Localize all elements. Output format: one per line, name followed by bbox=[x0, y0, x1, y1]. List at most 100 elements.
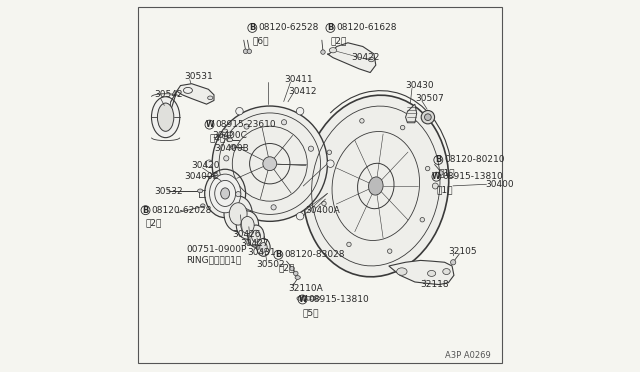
Ellipse shape bbox=[257, 238, 270, 256]
Ellipse shape bbox=[369, 57, 374, 62]
Ellipse shape bbox=[236, 211, 259, 239]
Text: B: B bbox=[249, 23, 255, 32]
Circle shape bbox=[282, 120, 287, 125]
Ellipse shape bbox=[248, 225, 264, 247]
Text: 2）: 2） bbox=[330, 36, 347, 45]
Circle shape bbox=[360, 119, 364, 123]
Circle shape bbox=[322, 201, 326, 206]
Text: 32118: 32118 bbox=[420, 280, 449, 289]
Text: 30531: 30531 bbox=[184, 72, 213, 81]
Text: W: W bbox=[298, 295, 307, 304]
Ellipse shape bbox=[321, 50, 325, 54]
Text: 00751-0900P
RINGリング（1）: 00751-0900P RINGリング（1） bbox=[186, 245, 246, 264]
Text: 2）: 2） bbox=[278, 263, 294, 272]
Circle shape bbox=[426, 166, 430, 171]
Circle shape bbox=[271, 205, 276, 210]
Text: 08120-80210: 08120-80210 bbox=[444, 155, 504, 164]
Ellipse shape bbox=[227, 137, 231, 142]
Text: B: B bbox=[275, 250, 282, 259]
Circle shape bbox=[401, 125, 405, 130]
Polygon shape bbox=[177, 84, 214, 104]
Circle shape bbox=[326, 160, 334, 167]
Circle shape bbox=[205, 160, 213, 167]
Ellipse shape bbox=[223, 135, 228, 139]
Ellipse shape bbox=[200, 204, 205, 208]
Text: B: B bbox=[435, 155, 442, 164]
Ellipse shape bbox=[252, 230, 260, 242]
Text: 1）: 1） bbox=[438, 169, 455, 177]
Text: 30422: 30422 bbox=[351, 53, 380, 62]
Text: 30400B: 30400B bbox=[214, 144, 249, 153]
Circle shape bbox=[236, 192, 241, 197]
Ellipse shape bbox=[157, 103, 174, 131]
Ellipse shape bbox=[290, 266, 294, 271]
Ellipse shape bbox=[152, 97, 180, 138]
Ellipse shape bbox=[207, 96, 213, 100]
Text: 08915-23610: 08915-23610 bbox=[215, 120, 276, 129]
Ellipse shape bbox=[369, 177, 383, 195]
Text: 08915-13810: 08915-13810 bbox=[308, 295, 369, 304]
Polygon shape bbox=[328, 43, 376, 73]
Text: 30532: 30532 bbox=[154, 187, 183, 196]
Ellipse shape bbox=[433, 183, 438, 189]
Circle shape bbox=[347, 242, 351, 247]
Circle shape bbox=[244, 124, 249, 129]
Ellipse shape bbox=[451, 260, 456, 265]
Text: 6）: 6） bbox=[252, 36, 269, 45]
Text: 32105: 32105 bbox=[449, 247, 477, 256]
Ellipse shape bbox=[247, 49, 252, 54]
Ellipse shape bbox=[295, 276, 300, 279]
Circle shape bbox=[327, 150, 332, 154]
Text: B: B bbox=[327, 23, 333, 32]
Ellipse shape bbox=[227, 138, 232, 142]
Ellipse shape bbox=[260, 243, 267, 252]
Ellipse shape bbox=[224, 196, 252, 232]
Text: 30411: 30411 bbox=[285, 76, 314, 84]
Text: 08120-62028: 08120-62028 bbox=[151, 206, 211, 215]
Text: 32110A: 32110A bbox=[289, 284, 323, 293]
Text: 08120-61628: 08120-61628 bbox=[336, 23, 397, 32]
Ellipse shape bbox=[230, 145, 235, 149]
Ellipse shape bbox=[223, 129, 228, 133]
Circle shape bbox=[236, 108, 243, 115]
Ellipse shape bbox=[297, 296, 302, 300]
Circle shape bbox=[212, 106, 328, 221]
Ellipse shape bbox=[443, 269, 450, 275]
Ellipse shape bbox=[214, 173, 218, 178]
Circle shape bbox=[224, 156, 229, 161]
Ellipse shape bbox=[438, 171, 443, 175]
Text: 30420: 30420 bbox=[191, 161, 220, 170]
Circle shape bbox=[420, 218, 424, 222]
Text: 1）: 1） bbox=[436, 185, 453, 194]
Text: 30502: 30502 bbox=[257, 260, 285, 269]
Text: 30427: 30427 bbox=[240, 239, 269, 248]
Ellipse shape bbox=[243, 49, 248, 54]
Polygon shape bbox=[389, 260, 454, 285]
Ellipse shape bbox=[198, 189, 203, 193]
Circle shape bbox=[296, 108, 304, 115]
Ellipse shape bbox=[209, 174, 241, 213]
Text: 30412: 30412 bbox=[289, 87, 317, 96]
Circle shape bbox=[296, 212, 304, 220]
Text: 5）: 5） bbox=[303, 308, 319, 317]
Circle shape bbox=[308, 146, 314, 151]
Ellipse shape bbox=[315, 296, 320, 300]
Circle shape bbox=[236, 212, 243, 220]
Text: 30430: 30430 bbox=[406, 81, 434, 90]
Ellipse shape bbox=[301, 296, 307, 300]
Ellipse shape bbox=[303, 95, 449, 277]
Text: W: W bbox=[205, 120, 214, 129]
Ellipse shape bbox=[184, 87, 193, 93]
Text: 30426: 30426 bbox=[232, 230, 261, 239]
Text: B: B bbox=[142, 206, 148, 215]
Text: 4）: 4） bbox=[209, 133, 226, 142]
Circle shape bbox=[263, 157, 276, 171]
Ellipse shape bbox=[421, 110, 435, 124]
Ellipse shape bbox=[428, 270, 436, 276]
Text: 30400E: 30400E bbox=[184, 172, 218, 181]
Ellipse shape bbox=[229, 203, 247, 225]
Text: 30507: 30507 bbox=[415, 94, 444, 103]
Ellipse shape bbox=[227, 132, 232, 136]
Ellipse shape bbox=[306, 296, 311, 300]
Ellipse shape bbox=[241, 217, 254, 234]
